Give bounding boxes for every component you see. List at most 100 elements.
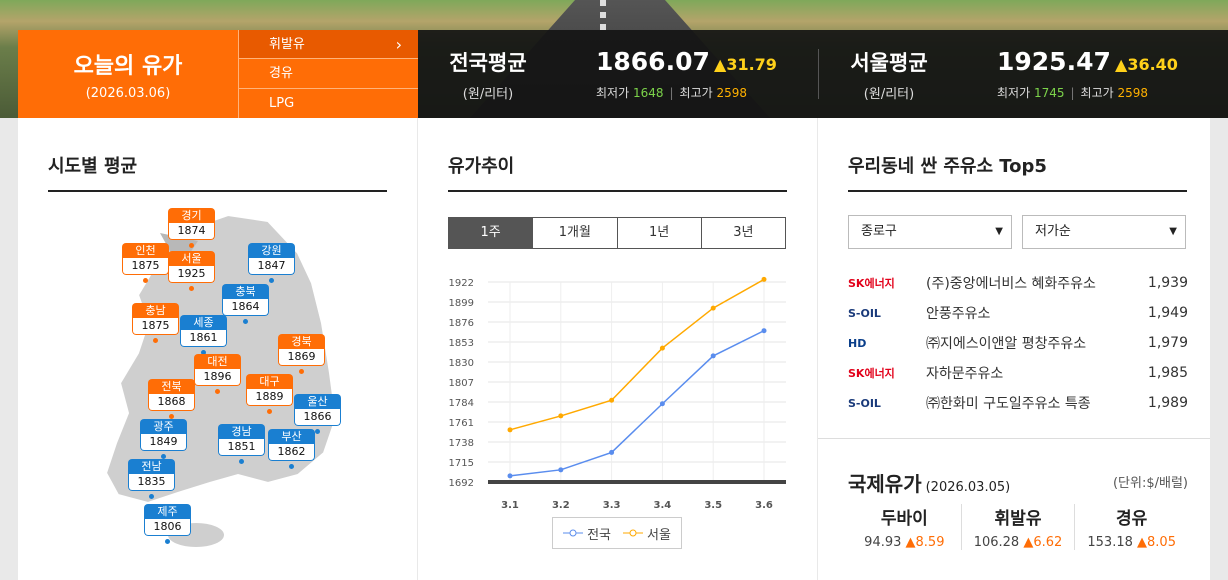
data-point [558, 413, 564, 419]
region-name: 충남 [132, 303, 179, 318]
region-name: 인천 [122, 243, 169, 258]
region-value: 1847 [248, 258, 295, 275]
divider [818, 49, 819, 99]
y-tick-label: 1853 [449, 338, 474, 349]
region-badge[interactable]: 인천 1875 [122, 243, 169, 275]
y-tick-label: 1761 [449, 418, 474, 429]
region-badge[interactable]: 경기 1874 [168, 208, 215, 240]
sort-value: 저가순 [1035, 224, 1071, 239]
y-tick-label: 1876 [449, 318, 474, 329]
intl-item-change: 8.05 [1147, 535, 1176, 550]
x-tick-label: 3.2 [552, 500, 570, 508]
y-tick-label: 1922 [449, 278, 474, 289]
station-price: 1,979 [1147, 335, 1188, 351]
legend-national-marker [563, 529, 584, 537]
region-dot [189, 243, 194, 248]
tab-1week[interactable]: 1주 [449, 218, 533, 248]
up-triangle-icon: ▲ [1023, 535, 1034, 550]
station-name: 자하문주유소 [926, 366, 1004, 382]
tab-gasoline[interactable]: 휘발유 › [239, 30, 418, 60]
seoul-max: 2598 [1117, 86, 1149, 100]
region-badge[interactable]: 부산 1862 [268, 429, 315, 461]
region-badge[interactable]: 대전 1896 [194, 354, 241, 386]
cheap-station-panel: 우리동네 싼 주유소 Top5 종로구 ▼ 저가순 ▼ SK에너지 (주)중앙에너비스… [818, 118, 1210, 580]
region-name: 울산 [294, 394, 341, 409]
region-name: 세종 [180, 315, 227, 330]
station-name: ㈜지에스이앤알 평창주유소 [926, 336, 1087, 352]
region-dot [165, 539, 170, 544]
list-item[interactable]: SK에너지 자하문주유소 1,985 [848, 358, 1188, 388]
tab-1month[interactable]: 1개월 [532, 218, 616, 248]
region-dot [143, 278, 148, 283]
region-badge[interactable]: 울산 1866 [294, 394, 341, 426]
trend-title: 유가추이 [448, 156, 515, 177]
national-max-label: 최고가 [679, 86, 713, 100]
intl-item-value: 153.18 [1087, 535, 1133, 550]
region-badge[interactable]: 강원 1847 [248, 243, 295, 275]
region-badge[interactable]: 제주 1806 [144, 504, 191, 536]
region-badge[interactable]: 서울 1925 [168, 251, 215, 283]
regional-panel: 시도별 평균 경기 1874 인천 1875 서울 1925 강원 1847 충북 1864 충남 1… [18, 118, 417, 580]
tab-gasoline-label: 휘발유 [269, 37, 305, 52]
national-unit: (원/리터) [462, 86, 514, 102]
list-item[interactable]: HD ㈜지에스이앤알 평창주유소 1,979 [848, 328, 1188, 358]
seoul-change-value: 36.40 [1127, 55, 1178, 74]
region-dot [149, 494, 154, 499]
region-dot [299, 369, 304, 374]
region-dot [189, 286, 194, 291]
station-price: 1,989 [1147, 395, 1188, 411]
y-tick-label: 1899 [449, 298, 474, 309]
region-badge[interactable]: 충북 1864 [222, 284, 269, 316]
region-value: 1861 [180, 330, 227, 347]
region-value: 1869 [278, 349, 325, 366]
intl-title-text: 국제유가 [848, 472, 922, 496]
tab-1year[interactable]: 1년 [616, 218, 701, 248]
data-point [507, 473, 513, 479]
intl-item-value: 94.93 [864, 535, 902, 550]
region-value: 1864 [222, 299, 269, 316]
region-badge[interactable]: 전남 1835 [128, 459, 175, 491]
region-badge[interactable]: 세종 1861 [180, 315, 227, 347]
road-lane-marking [600, 0, 606, 30]
tab-diesel[interactable]: 경유 [239, 59, 418, 89]
legend-seoul-label: 서울 [647, 527, 671, 543]
today-title: 오늘의 유가 [73, 54, 183, 79]
seoul-min-label: 최저가 [997, 86, 1031, 100]
intl-item-value: 106.28 [973, 535, 1020, 550]
intl-date: (2026.03.05) [925, 480, 1011, 495]
regional-title: 시도별 평균 [48, 156, 138, 177]
region-dot [289, 464, 294, 469]
divider: | [669, 86, 674, 100]
s-oil-logo-icon: S-OIL [848, 306, 881, 320]
station-list: SK에너지 (주)중앙에너비스 혜화주유소 1,939 S-OIL 안풍주유소 1,94… [848, 268, 1188, 418]
station-name: (주)중앙에너비스 혜화주유소 [926, 276, 1096, 292]
region-dot [161, 454, 166, 459]
station-name: 안풍주유소 [926, 306, 991, 322]
region-name: 전남 [128, 459, 175, 474]
region-name: 경남 [218, 424, 265, 439]
y-tick-label: 1738 [449, 438, 474, 449]
region-value: 1835 [128, 474, 175, 491]
region-badge[interactable]: 경북 1869 [278, 334, 325, 366]
y-tick-label: 1784 [449, 398, 474, 409]
list-item[interactable]: S-OIL 안풍주유소 1,949 [848, 298, 1188, 328]
y-tick-label: 1715 [449, 458, 474, 469]
y-tick-label: 1692 [449, 478, 474, 489]
list-item[interactable]: S-OIL ㈜한화미 구도일주유소 특종 1,989 [848, 388, 1188, 418]
region-badge[interactable]: 전북 1868 [148, 379, 195, 411]
national-value: 1866.07 [596, 47, 710, 76]
region-badge[interactable]: 광주 1849 [140, 419, 187, 451]
seoul-min: 1745 [1033, 86, 1065, 100]
tab-3year[interactable]: 3년 [700, 218, 785, 248]
list-item[interactable]: SK에너지 (주)중앙에너비스 혜화주유소 1,939 [848, 268, 1188, 298]
sort-select[interactable]: 저가순 ▼ [1022, 215, 1186, 249]
tab-lpg[interactable]: LPG [239, 89, 418, 118]
region-badge[interactable]: 경남 1851 [218, 424, 265, 456]
region-name: 대구 [246, 374, 293, 389]
national-average: 전국평균 (원/리터) 1866.07 ▲31.79 최저가 1648 | 최고가 25… [418, 30, 818, 118]
region-badge[interactable]: 충남 1875 [132, 303, 179, 335]
region-name: 경기 [168, 208, 215, 223]
region-badge[interactable]: 대구 1889 [246, 374, 293, 406]
district-select[interactable]: 종로구 ▼ [848, 215, 1012, 249]
intl-item-name: 경유 [1116, 509, 1148, 529]
